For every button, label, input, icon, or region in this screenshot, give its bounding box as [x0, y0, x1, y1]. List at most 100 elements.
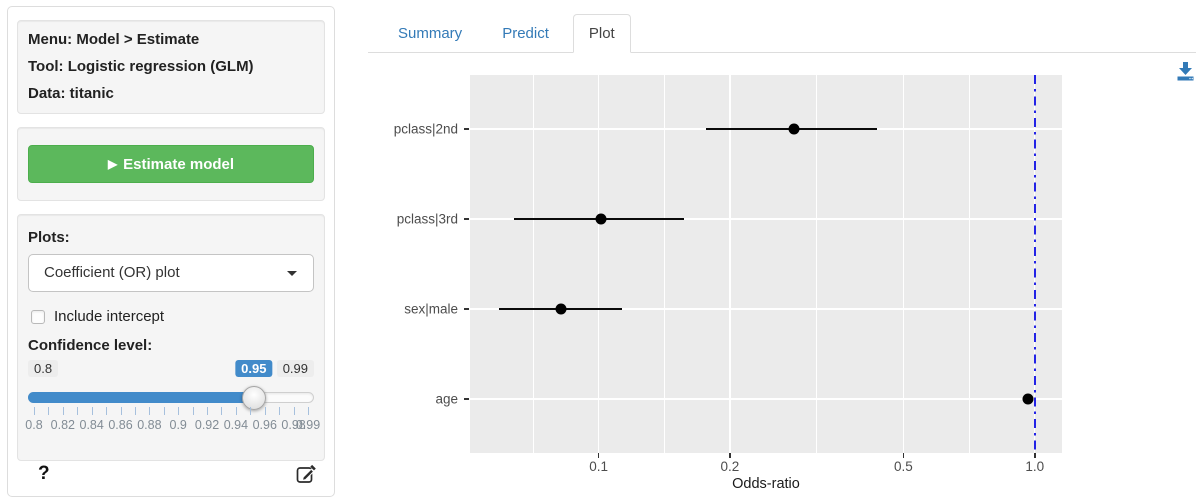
- reference-line-or-1: [1033, 75, 1036, 453]
- slider-tick-mark: [91, 407, 93, 415]
- tab-plot[interactable]: Plot: [572, 14, 631, 53]
- slider-grid-label: 0.82: [50, 418, 75, 432]
- y-axis-label: sex|male: [404, 301, 458, 317]
- y-axis-tick-mark: [464, 128, 469, 130]
- estimate-model-button-label: Estimate model: [123, 155, 235, 173]
- plots-label: Plots:: [28, 229, 70, 246]
- plot-type-select[interactable]: Coefficient (OR) plot: [28, 254, 314, 292]
- slider-grid-label: 0.88: [137, 418, 162, 432]
- plot-type-selected-value: Coefficient (OR) plot: [44, 264, 180, 281]
- play-icon: ▶: [107, 156, 118, 171]
- slider-grid-label: 0.94: [223, 418, 249, 432]
- gridline-vertical-minor: [968, 75, 970, 453]
- slider-grid-label: 0.9: [169, 418, 187, 432]
- slider-tick-mark: [120, 407, 122, 415]
- slider-tick-mark: [77, 407, 79, 415]
- estimate-model-button[interactable]: ▶ Estimate model: [28, 145, 314, 183]
- odds-ratio-point: [788, 123, 800, 135]
- x-axis-tick-mark: [902, 453, 905, 458]
- x-axis-tick-mark: [597, 453, 600, 458]
- slider-tick-mark: [293, 407, 295, 415]
- gridline-vertical-minor: [532, 75, 534, 453]
- slider-tick-mark: [264, 407, 266, 415]
- slider-grid-label: 0.8: [25, 418, 43, 432]
- slider-tick-mark: [48, 407, 50, 415]
- confidence-level-label: Confidence level:: [28, 337, 153, 354]
- y-axis-ticks: [464, 75, 469, 453]
- slider-handle[interactable]: [241, 386, 266, 410]
- menu-breadcrumb: Menu: Model > Estimate: [28, 31, 200, 48]
- x-axis-tick-label: 0.5: [894, 459, 913, 474]
- slider-tick-mark: [207, 407, 209, 415]
- slider-tick-mark: [178, 407, 180, 415]
- x-axis-tick-mark: [1033, 453, 1036, 458]
- slider-tick-mark: [163, 407, 165, 415]
- tab-list: Summary Predict Plot: [382, 14, 633, 53]
- tab-summary[interactable]: Summary: [382, 14, 478, 53]
- gridline-vertical-minor: [663, 75, 665, 453]
- tab-predict-label[interactable]: Predict: [502, 25, 549, 42]
- slider-tick-mark: [134, 407, 136, 415]
- slider-grid-label: 0.92: [194, 418, 220, 432]
- slider-grid-label: 0.84: [79, 418, 104, 432]
- sidebar-footer: ?: [38, 463, 316, 487]
- data-label: Data: titanic: [28, 85, 114, 102]
- odds-ratio-point: [595, 213, 607, 225]
- tool-label: Tool: Logistic regression (GLM): [28, 58, 254, 75]
- slider-grid-label: 0.96: [252, 418, 277, 432]
- slider-tick-mark: [235, 407, 237, 415]
- slider-tick-mark: [149, 407, 151, 415]
- x-axis-tick-label: 1.0: [1025, 459, 1045, 474]
- y-axis-labels: pclass|2nd pclass|3rd sex|male age: [370, 75, 458, 453]
- help-icon[interactable]: ?: [38, 463, 50, 484]
- slider-fill-bar: [28, 392, 254, 403]
- caret-down-icon: [287, 271, 297, 276]
- slider-tick-mark: [106, 407, 108, 415]
- odds-ratio-point: [555, 303, 567, 315]
- x-axis-tick-labels: 0.1 0.2 0.5 1.0: [470, 459, 1062, 475]
- model-info-box: Menu: Model > Estimate Tool: Logistic re…: [17, 20, 325, 114]
- y-axis-tick-mark: [464, 308, 469, 310]
- slider-tick-mark: [250, 407, 252, 415]
- tab-predict[interactable]: Predict: [480, 14, 571, 53]
- y-axis-label: pclass|3rd: [396, 211, 458, 227]
- gridline-horizontal-major: [470, 398, 1062, 400]
- gridline-horizontal-major: [470, 308, 1062, 310]
- plot-controls-box: Plots: Coefficient (OR) plot Include int…: [17, 214, 325, 461]
- slider-tick-mark: [279, 407, 281, 415]
- download-icon[interactable]: [1175, 60, 1197, 82]
- gridline-vertical-minor: [816, 75, 817, 453]
- gridline-vertical-major: [902, 75, 905, 453]
- x-axis-tick-label: 0.2: [720, 459, 740, 474]
- include-intercept-label: Include intercept: [54, 308, 165, 325]
- tab-plot-label[interactable]: Plot: [572, 14, 631, 53]
- slider-min-badge: 0.8: [28, 360, 59, 377]
- plot-panel: [470, 75, 1062, 453]
- confidence-slider: 0.8 0.95 0.99 0.8 0.82 0.84 0.86 0.88 0.9 0.92…: [25, 360, 320, 448]
- slider-tick-mark: [34, 407, 35, 415]
- estimate-box: ▶ Estimate model: [17, 127, 325, 201]
- tab-summary-label[interactable]: Summary: [398, 25, 463, 42]
- include-intercept-row: Include intercept: [28, 308, 314, 325]
- slider-max-badge: 0.99: [276, 360, 314, 377]
- odds-ratio-point: [1022, 393, 1034, 405]
- tab-bar: Summary Predict Plot: [368, 0, 1196, 53]
- slider-tick-mark: [221, 407, 223, 415]
- gridline-horizontal-major: [470, 218, 1062, 220]
- include-intercept-checkbox[interactable]: [31, 309, 45, 324]
- x-axis-ticks: [470, 453, 1062, 459]
- edit-report-icon[interactable]: [296, 464, 316, 489]
- x-axis-title: Odds-ratio: [732, 476, 800, 492]
- slider-grid-labels: 0.8 0.82 0.84 0.86 0.88 0.9 0.92 0.94 0.96 0.98 0.…: [25, 418, 320, 433]
- x-axis-tick-mark: [729, 453, 731, 458]
- slider-tick-mark: [308, 407, 309, 415]
- slider-tick-grid: [34, 407, 309, 416]
- slider-grid-label: 0.86: [108, 418, 133, 432]
- slider-grid-label: 0.99: [295, 418, 321, 432]
- y-axis-label: age: [435, 391, 458, 407]
- slider-grid-label: 0.98: [281, 418, 306, 432]
- y-axis-tick-mark: [464, 398, 469, 400]
- gridline-vertical-major: [597, 75, 600, 453]
- gridline-vertical-major: [729, 75, 731, 453]
- x-axis-tick-label: 0.1: [589, 459, 609, 474]
